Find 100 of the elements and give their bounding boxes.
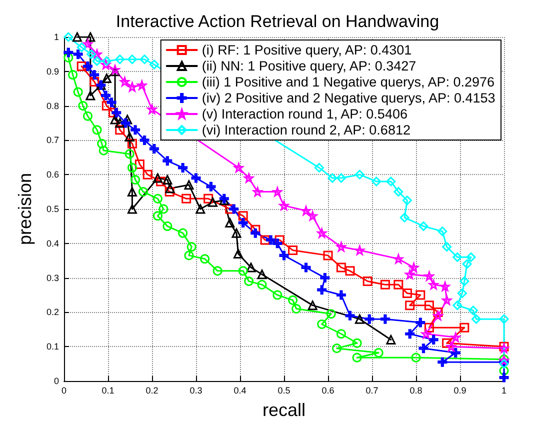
point bbox=[115, 125, 125, 135]
point bbox=[204, 194, 214, 204]
point bbox=[165, 184, 175, 194]
point bbox=[374, 348, 384, 358]
point bbox=[90, 76, 100, 86]
point bbox=[446, 342, 456, 352]
point bbox=[345, 266, 355, 276]
point bbox=[288, 295, 298, 305]
point bbox=[178, 162, 188, 172]
x-tick-label: 0 bbox=[61, 386, 67, 396]
point bbox=[156, 176, 166, 186]
point bbox=[308, 211, 318, 221]
point bbox=[354, 170, 364, 180]
point bbox=[86, 49, 96, 59]
point bbox=[234, 162, 244, 172]
point bbox=[380, 314, 390, 324]
point bbox=[336, 242, 346, 252]
point bbox=[229, 204, 239, 214]
point bbox=[90, 70, 100, 80]
point bbox=[452, 300, 462, 310]
point bbox=[499, 314, 509, 324]
point bbox=[266, 235, 276, 245]
point bbox=[394, 187, 404, 197]
point bbox=[233, 248, 243, 258]
point bbox=[394, 280, 404, 290]
point bbox=[314, 162, 324, 172]
point bbox=[92, 125, 102, 135]
point bbox=[102, 56, 112, 66]
point bbox=[438, 357, 448, 367]
point bbox=[418, 221, 428, 231]
point bbox=[115, 118, 125, 128]
point bbox=[442, 242, 452, 252]
point bbox=[279, 250, 289, 260]
point bbox=[257, 280, 267, 290]
point bbox=[442, 338, 452, 348]
x-tick-label: 0.3 bbox=[190, 386, 202, 396]
point bbox=[184, 180, 194, 190]
point bbox=[460, 322, 470, 332]
x-tick-label: 0.9 bbox=[454, 386, 466, 396]
legend-label: (i) RF: 1 Positive query, AP: 0.4301 bbox=[202, 42, 412, 58]
point bbox=[86, 32, 96, 42]
point bbox=[416, 290, 426, 300]
point bbox=[83, 39, 93, 49]
point bbox=[257, 270, 267, 280]
point bbox=[138, 187, 148, 197]
y-tick-label: 0.8 bbox=[46, 100, 59, 111]
point bbox=[73, 49, 83, 59]
point bbox=[72, 32, 82, 42]
point bbox=[238, 266, 248, 276]
point bbox=[250, 228, 260, 238]
point bbox=[317, 228, 327, 238]
point bbox=[421, 329, 431, 339]
point bbox=[130, 175, 140, 185]
point bbox=[140, 54, 150, 64]
point bbox=[206, 182, 216, 192]
point bbox=[336, 329, 346, 339]
point bbox=[110, 114, 120, 124]
point bbox=[402, 288, 412, 298]
point bbox=[101, 60, 111, 70]
point bbox=[130, 125, 140, 135]
point bbox=[386, 176, 396, 186]
point bbox=[152, 211, 162, 221]
point bbox=[272, 290, 282, 300]
point bbox=[301, 262, 311, 272]
point bbox=[127, 138, 137, 148]
point bbox=[158, 204, 168, 214]
point bbox=[98, 146, 108, 156]
y-tick-label: 0.4 bbox=[46, 238, 59, 248]
point bbox=[164, 187, 174, 197]
point bbox=[238, 211, 248, 221]
point bbox=[332, 344, 342, 354]
point bbox=[246, 262, 256, 272]
point bbox=[450, 348, 460, 358]
point bbox=[409, 262, 419, 272]
point bbox=[232, 228, 242, 238]
point bbox=[424, 322, 434, 332]
point bbox=[405, 329, 415, 339]
point bbox=[252, 187, 262, 197]
point bbox=[244, 276, 254, 286]
point bbox=[279, 200, 289, 210]
point bbox=[272, 187, 282, 197]
y-tick-label: 0.7 bbox=[46, 135, 59, 146]
x-tick-label: 0.1 bbox=[102, 386, 114, 396]
x-tick-label: 0.6 bbox=[322, 386, 334, 396]
point bbox=[64, 48, 74, 58]
point bbox=[418, 344, 428, 354]
point bbox=[78, 101, 88, 111]
point bbox=[142, 170, 152, 180]
point bbox=[320, 273, 330, 283]
point bbox=[101, 90, 111, 100]
point bbox=[260, 235, 270, 245]
legend-label: (ii) NN: 1 Positive query, AP: 0.3427 bbox=[202, 58, 416, 74]
x-tick-label: 0.8 bbox=[410, 386, 422, 396]
point bbox=[127, 162, 137, 172]
point bbox=[452, 252, 462, 262]
point bbox=[162, 175, 172, 185]
x-axis-title: recall bbox=[262, 400, 306, 420]
point bbox=[272, 238, 282, 248]
point bbox=[162, 221, 172, 231]
point bbox=[186, 242, 196, 252]
